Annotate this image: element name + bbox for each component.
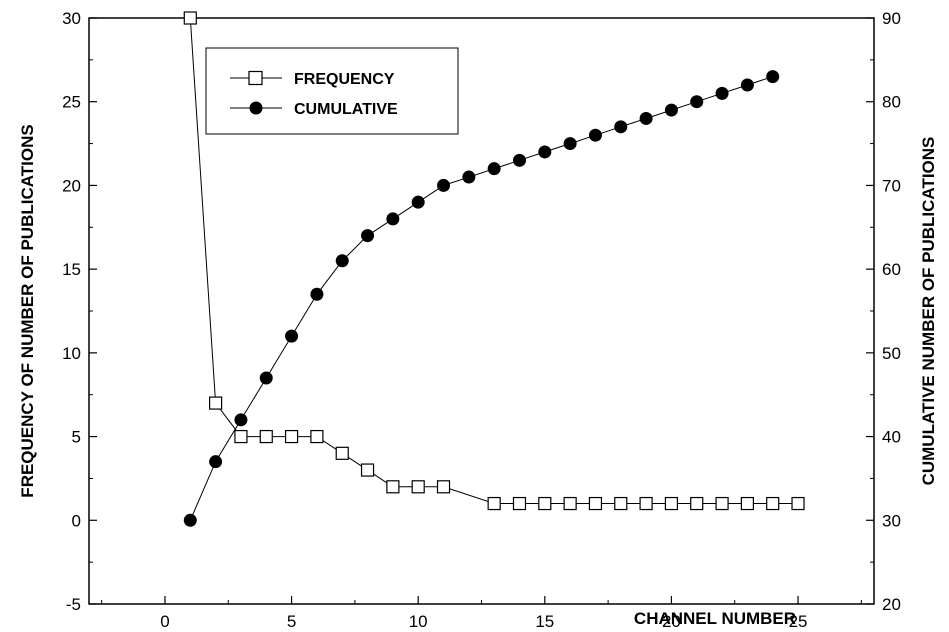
cumulative-point	[715, 86, 729, 100]
cumulative-point	[411, 195, 425, 209]
frequency-point	[639, 496, 653, 511]
frequency-point	[234, 429, 248, 444]
frequency-point	[310, 429, 324, 444]
y-left-tick-label: 0	[72, 511, 81, 530]
y-right-tick-label: 90	[882, 9, 901, 28]
cumulative-point	[512, 153, 526, 167]
cumulative-point	[437, 178, 451, 192]
cumulative-point	[639, 111, 653, 125]
y-left-tick-label: -5	[66, 595, 81, 614]
y-axis-title-left: FREQUENCY OF NUMBER OF PUBLICATIONS	[18, 124, 37, 497]
frequency-point	[259, 429, 273, 444]
y-right-tick-label: 30	[882, 511, 901, 530]
frequency-point	[664, 496, 679, 511]
frequency-point	[614, 496, 628, 511]
y-right-tick-label: 50	[882, 344, 901, 363]
x-tick-label: 0	[160, 612, 169, 631]
cumulative-point	[664, 103, 678, 117]
cumulative-point	[487, 162, 501, 176]
ticks: 0 5 10 15 20 25 -5 0 5 10 15 20 25 30 20 30 40 50 60 70 80 90	[62, 9, 901, 631]
cumulative-point	[740, 78, 754, 92]
frequency-point	[563, 496, 577, 511]
cumulative-point	[386, 212, 400, 226]
frequency-point	[715, 496, 729, 511]
y-right-tick-label: 60	[882, 260, 901, 279]
frequency-point	[690, 496, 704, 511]
frequency-point	[360, 463, 375, 477]
frequency-point	[588, 496, 603, 511]
cumulative-point	[563, 137, 577, 151]
legend-label-cumulative: CUMULATIVE	[294, 101, 398, 118]
cumulative-point	[183, 513, 197, 527]
y-left-tick-label: 5	[72, 428, 81, 447]
y-axis-title-right: CUMULATIVE NUMBER OF PUBLICATIONS	[919, 137, 938, 486]
frequency-point	[386, 480, 400, 494]
cumulative-point	[285, 329, 299, 343]
frequency-point	[740, 496, 754, 511]
y-right-tick-label: 40	[882, 428, 901, 447]
x-tick-label: 25	[789, 612, 808, 631]
cumulative-point	[614, 120, 628, 134]
cumulative-point	[310, 287, 324, 301]
y-left-tick-label: 25	[62, 93, 81, 112]
cumulative-point	[462, 170, 476, 184]
y-right-tick-label: 20	[882, 595, 901, 614]
legend: FREQUENCY CUMULATIVE	[205, 47, 459, 135]
x-tick-label: 20	[662, 612, 681, 631]
y-right-tick-label: 70	[882, 176, 901, 195]
legend-label-frequency: FREQUENCY	[294, 71, 395, 88]
legend-marker-frequency	[248, 70, 263, 86]
frequency-point	[436, 480, 451, 494]
x-axis-title: CHANNEL NUMBER	[634, 609, 796, 628]
cumulative-point	[234, 413, 248, 427]
frequency-point	[512, 496, 527, 511]
cumulative-point	[209, 455, 223, 469]
x-tick-label: 5	[287, 612, 296, 631]
cumulative-point	[766, 70, 780, 84]
series-line-cumulative	[189, 76, 773, 521]
cumulative-point	[335, 254, 349, 268]
cumulative-point	[588, 128, 602, 142]
y-left-tick-label: 30	[62, 9, 81, 28]
legend-box	[205, 47, 459, 135]
x-tick-label: 10	[409, 612, 428, 631]
y-right-tick-label: 80	[882, 93, 901, 112]
cumulative-point	[690, 95, 704, 109]
frequency-point	[487, 496, 501, 511]
frequency-point	[284, 429, 299, 444]
cumulative-point	[361, 229, 375, 243]
cumulative-point	[538, 145, 552, 159]
y-left-tick-label: 10	[62, 344, 81, 363]
frequency-point	[209, 396, 223, 410]
legend-marker-cumulative	[249, 101, 263, 115]
frequency-point	[183, 11, 197, 25]
frequency-point	[766, 496, 780, 511]
markers	[183, 11, 805, 527]
frequency-point	[791, 496, 805, 511]
y-left-tick-label: 15	[62, 260, 81, 279]
cumulative-point	[259, 371, 273, 385]
x-tick-label: 15	[535, 612, 554, 631]
y-left-tick-label: 20	[62, 176, 81, 195]
frequency-point	[335, 446, 349, 460]
frequency-point	[538, 496, 552, 511]
frequency-point	[411, 480, 425, 494]
